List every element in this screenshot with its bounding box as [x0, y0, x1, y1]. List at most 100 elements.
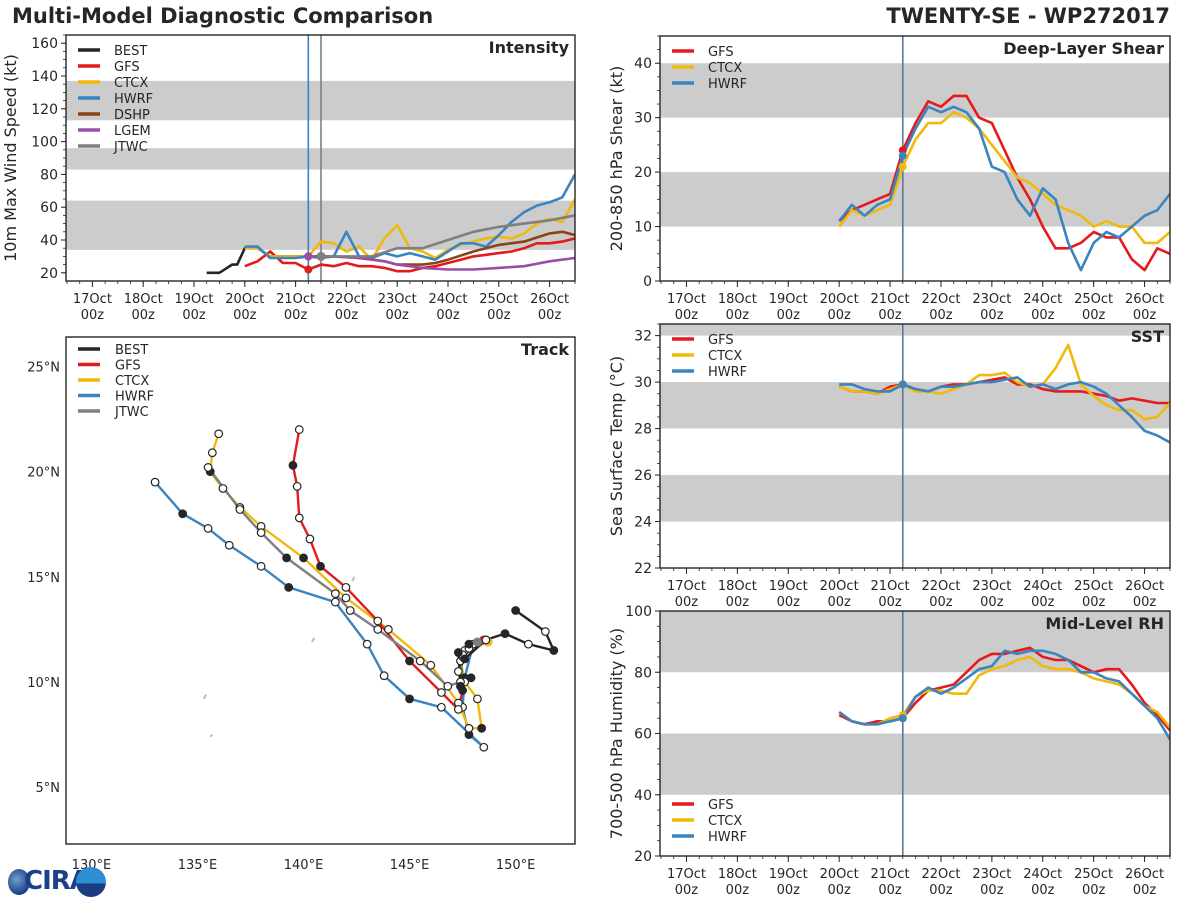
series-line-ctcx [838, 343, 1170, 421]
x-tick-label: 22Oct [327, 292, 366, 307]
track-point-best [456, 681, 465, 691]
x-tick-sublabel: 00z [132, 308, 156, 323]
x-tick-sublabel: 00z [726, 883, 750, 898]
y-tick-label: 120 [31, 102, 58, 118]
y-tick-label: 30 [634, 375, 652, 391]
legend-label: BEST [115, 343, 148, 358]
legend-item-gfs: GFS [672, 798, 734, 813]
x-tick-label: 22Oct [921, 579, 960, 594]
track-point-jtwc [373, 625, 383, 634]
x-tick-sublabel: 00z [777, 595, 801, 610]
x-tick-label: 20Oct [820, 292, 859, 307]
legend-item-hwrf: HWRF [672, 365, 747, 380]
legend-label: GFS [708, 798, 734, 813]
track-point-ctcx [383, 625, 393, 634]
series-line-gfs [838, 94, 1170, 272]
marker-hwrf [898, 380, 907, 389]
chart-track: 130°E 135°E 140°E 145°E 150°E5°N10°N15°N20°N… [27, 336, 576, 873]
x-tick-sublabel: 00z [980, 883, 1004, 898]
track-point-hwrf [362, 639, 372, 649]
track-point-best [500, 629, 510, 639]
legend-item-ctcx: CTCX [78, 374, 149, 389]
legend-item-hwrf: HWRF [672, 77, 747, 92]
track-point-best [466, 673, 476, 683]
y-tick-label: 20 [634, 165, 652, 181]
x-tick-label: 18Oct [124, 292, 163, 307]
track-point-best [540, 627, 550, 636]
threshold-band [660, 63, 1170, 118]
x-tick-sublabel: 00z [777, 308, 801, 323]
x-tick-label: 19Oct [769, 292, 808, 307]
x-tick-sublabel: 00z [335, 308, 359, 323]
x-tick-label: 23Oct [378, 292, 417, 307]
legend-item-gfs: GFS [672, 333, 734, 348]
track-point-hwrf [150, 477, 160, 487]
x-tick-label: 24Oct [1023, 579, 1062, 594]
x-tick-label: 17Oct [667, 579, 706, 594]
x-tick-label: 18Oct [718, 292, 757, 307]
x-tick-label: 23Oct [972, 867, 1011, 882]
legend-item-gfs: GFS [78, 60, 140, 75]
x-tick-label: 20Oct [225, 292, 264, 307]
legend-label: CTCX [708, 61, 742, 76]
axes-frame [659, 610, 1171, 857]
series-line-jtwc [321, 214, 575, 258]
legend-item-jtwc: JTWC [78, 405, 149, 420]
legend-label: GFS [114, 60, 140, 75]
marker-hwrf [898, 151, 907, 160]
legend-item-gfs: GFS [672, 45, 734, 60]
lat-label: 15°N [27, 571, 60, 586]
track-point-gfs [373, 616, 383, 626]
track-point-best [460, 654, 470, 664]
legend-label: GFS [115, 359, 141, 374]
track-point-hwrf [479, 742, 489, 752]
threshold-band [660, 475, 1170, 522]
lon-label: 135°E [178, 858, 218, 873]
panel-title: SST [1131, 327, 1164, 346]
marker-gfs [304, 265, 313, 274]
globe-icon [8, 869, 30, 895]
track-point-ctcx [473, 694, 482, 704]
y-tick-label: 20 [634, 849, 652, 865]
y-tick-label: 40 [634, 56, 652, 72]
x-tick-sublabel: 00z [726, 308, 750, 323]
x-tick-sublabel: 00z [929, 595, 953, 610]
track-point-gfs [288, 460, 298, 470]
series-line-gfs [244, 237, 575, 273]
x-tick-label: 24Oct [428, 292, 467, 307]
storm-id: TWENTY-SE - WP272017 [886, 4, 1170, 28]
track-point-ctcx [426, 660, 436, 670]
track-point-best [511, 606, 521, 615]
x-tick-sublabel: 00z [878, 308, 902, 323]
legend-label: DSHP [114, 108, 150, 123]
legend-item-ctcx: CTCX [78, 76, 148, 91]
x-tick-label: 18Oct [718, 867, 757, 882]
x-tick-sublabel: 00z [827, 595, 851, 610]
x-tick-label: 18Oct [718, 579, 757, 594]
legend-label: HWRF [708, 77, 747, 92]
legend-label: CTCX [114, 76, 148, 91]
x-tick-sublabel: 00z [878, 883, 902, 898]
legend-item-jtwc: JTWC [78, 140, 148, 155]
x-tick-label: 17Oct [667, 292, 706, 307]
lon-label: 150°E [496, 858, 536, 873]
track-point-jtwc [282, 553, 291, 563]
legend-label: JTWC [113, 140, 148, 155]
series-line-hwrf [244, 173, 575, 262]
series-line-ctcx [838, 655, 1170, 729]
y-tick-label: 60 [40, 200, 58, 216]
y-tick-label: 22 [634, 561, 652, 577]
track-point-best [481, 635, 491, 645]
axes-frame [65, 34, 576, 282]
x-tick-sublabel: 00z [233, 308, 257, 323]
track-point-gfs [405, 656, 414, 666]
x-tick-sublabel: 00z [726, 595, 750, 610]
legend-label: BEST [114, 44, 147, 59]
cira-logo: CIRA [4, 866, 108, 898]
legend-item-ctcx: CTCX [672, 814, 742, 829]
legend-label: HWRF [114, 92, 153, 107]
axes-frame [659, 35, 1171, 282]
x-tick-sublabel: 00z [777, 883, 801, 898]
series-line-ctcx [838, 110, 1170, 245]
y-axis-label: Sea Surface Temp (°C) [607, 356, 626, 536]
